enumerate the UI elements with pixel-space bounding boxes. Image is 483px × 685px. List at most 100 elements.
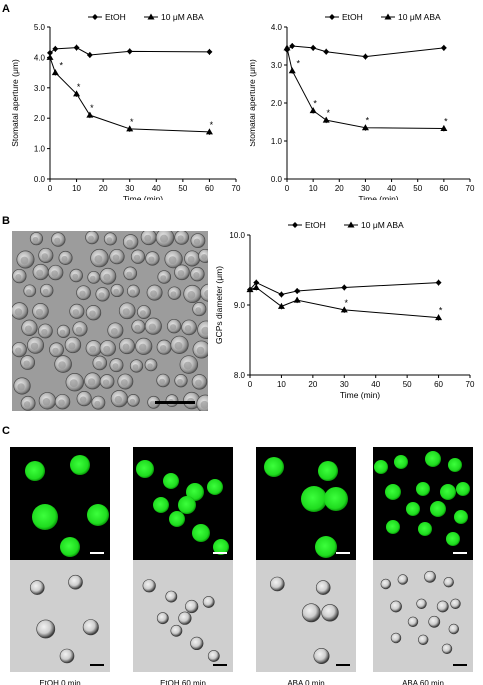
cell-chloroplasts	[132, 364, 139, 370]
cell-chloroplasts	[30, 342, 39, 350]
data-point-aba	[435, 314, 443, 321]
significance-star: *	[439, 306, 443, 316]
data-point-etoh	[278, 291, 285, 298]
cell-chloroplasts	[195, 379, 202, 387]
cell-chloroplasts	[41, 328, 48, 336]
data-point-aba	[340, 306, 348, 313]
gfp-protoplast	[324, 487, 348, 511]
cell-chloroplasts	[75, 326, 83, 334]
cell-chloroplasts	[94, 400, 101, 407]
brightfield-cell	[321, 604, 339, 622]
cell-chloroplasts	[122, 343, 130, 351]
x-tick-label: 50	[178, 184, 187, 193]
cell-chloroplasts	[184, 325, 192, 332]
cell-chloroplasts	[177, 378, 183, 385]
cell-chloroplasts	[17, 383, 25, 391]
significance-star: *	[77, 82, 81, 92]
cell-chloroplasts	[159, 344, 167, 352]
cell-chloroplasts	[106, 237, 113, 243]
legend-marker-aba	[347, 221, 355, 228]
x-tick-label: 50	[413, 184, 422, 193]
x-tick-label: 0	[285, 184, 290, 193]
x-tick-label: 60	[434, 380, 443, 389]
significance-star: *	[444, 116, 448, 126]
cell-chloroplasts	[87, 378, 96, 386]
data-point-etoh	[253, 279, 260, 286]
cell-chloroplasts	[177, 235, 184, 242]
cell-chloroplasts	[126, 271, 133, 278]
brightfield-cell	[428, 615, 441, 628]
scale-bar	[453, 552, 467, 554]
gfp-protoplast	[425, 451, 441, 467]
data-point-etoh	[435, 279, 442, 286]
data-point-aba	[361, 124, 369, 131]
cell-chloroplasts	[170, 324, 177, 331]
gfp-protoplast	[385, 484, 401, 500]
significance-star: *	[345, 298, 349, 308]
scale-bar	[336, 552, 350, 554]
x-tick-label: 50	[403, 380, 412, 389]
cell-chloroplasts	[200, 400, 208, 409]
gfp-protoplast	[374, 460, 388, 474]
gfp-protoplast	[448, 458, 462, 472]
legend-label-aba: 10 μM ABA	[361, 220, 404, 230]
panel-label-c: C	[2, 425, 10, 437]
brightfield-cell	[207, 650, 220, 662]
cell-chloroplasts	[150, 290, 158, 298]
cell-chloroplasts	[72, 273, 79, 280]
cell-chloroplasts	[174, 341, 183, 350]
brightfield-cell	[82, 619, 99, 636]
x-tick-label: 20	[308, 380, 317, 389]
cell-chloroplasts	[187, 291, 196, 299]
data-point-aba	[46, 53, 54, 60]
gfp-protoplast	[136, 460, 154, 478]
gfp-protoplast	[87, 504, 109, 526]
gfp-protoplast	[418, 522, 432, 536]
x-tick-label: 30	[125, 184, 134, 193]
cell-chloroplasts	[160, 275, 167, 281]
y-axis-label: GCPs diameter (μm)	[214, 266, 224, 344]
legend-label-etoh: EtOH	[342, 12, 363, 22]
cell-chloroplasts	[159, 378, 166, 385]
x-axis-label: Time (min)	[358, 194, 398, 200]
y-tick-label: 1.0	[34, 145, 46, 154]
x-tick-label: 40	[371, 380, 380, 389]
significance-star: *	[313, 99, 317, 109]
brightfield-cell	[315, 580, 331, 595]
legend-marker-etoh	[292, 222, 298, 228]
y-tick-label: 1.0	[271, 137, 283, 146]
data-point-etoh	[126, 48, 133, 55]
x-tick-label: 0	[48, 184, 53, 193]
micrograph-caption: EtOH 60 min	[160, 679, 206, 685]
cell-chloroplasts	[103, 273, 111, 281]
legend-label-aba: 10 μM ABA	[398, 12, 441, 22]
brightfield-cell	[269, 576, 285, 592]
legend-label-etoh: EtOH	[305, 220, 326, 230]
cell-chloroplasts	[201, 326, 208, 335]
cell-chloroplasts	[23, 401, 31, 408]
series-line-aba	[49, 57, 210, 133]
x-tick-label: 70	[466, 380, 475, 389]
cell-chloroplasts	[112, 254, 120, 261]
gfp-protoplast	[153, 497, 169, 513]
cell-chloroplasts	[183, 361, 192, 370]
x-tick-label: 10	[277, 380, 286, 389]
scale-bar	[90, 664, 104, 666]
cell-chloroplasts	[201, 253, 208, 260]
cell-chloroplasts	[89, 310, 96, 317]
gfp-protoplast	[406, 502, 420, 516]
data-point-aba	[51, 69, 59, 76]
data-point-etoh	[206, 48, 213, 55]
x-tick-label: 60	[205, 184, 214, 193]
y-tick-label: 0.0	[34, 175, 46, 184]
gfp-protoplast	[416, 482, 430, 496]
gfp-protoplast	[207, 479, 223, 495]
cell-chloroplasts	[98, 292, 105, 299]
cell-chloroplasts	[26, 289, 32, 295]
y-tick-label: 8.0	[234, 371, 246, 380]
y-tick-label: 9.0	[234, 301, 246, 310]
x-tick-label: 0	[248, 380, 253, 389]
cell-chloroplasts	[61, 255, 68, 262]
panel-c-images: EtOH 0 min EtOH 60 min ABA 0 min ABA 60 min	[10, 447, 473, 685]
y-tick-label: 2.0	[34, 114, 46, 123]
